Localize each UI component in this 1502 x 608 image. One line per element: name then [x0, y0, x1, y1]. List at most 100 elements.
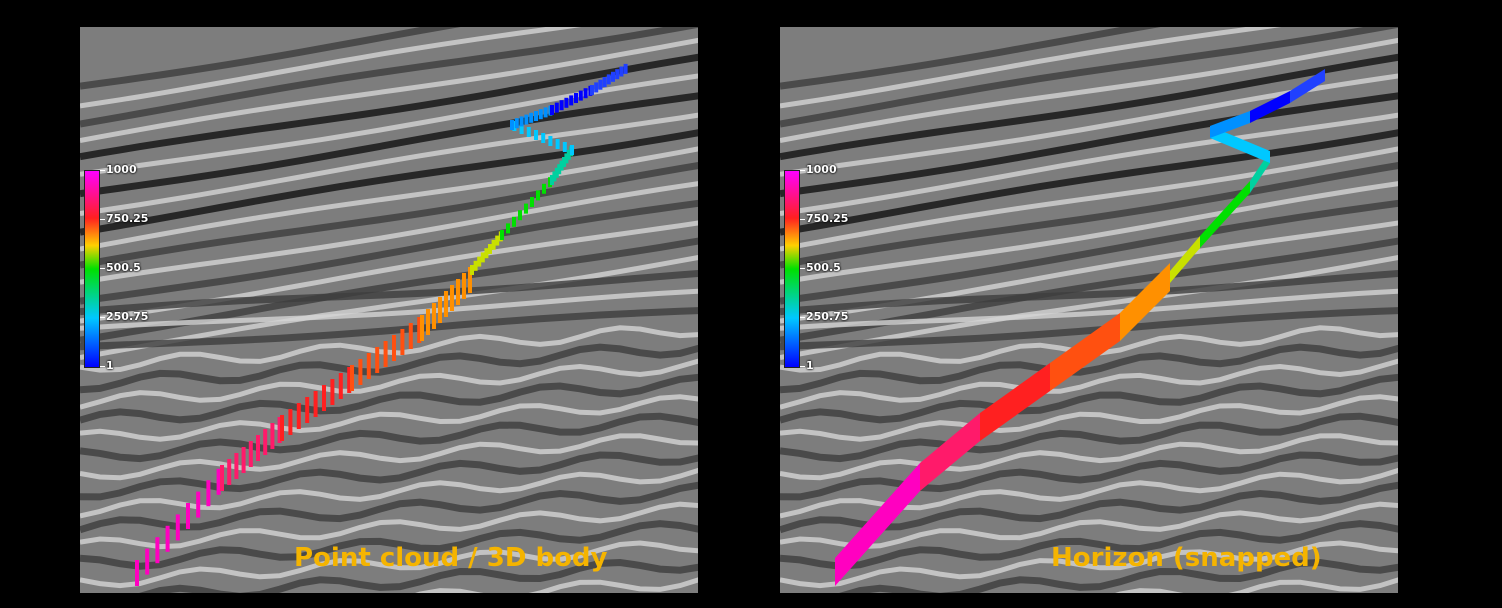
point-cloud-sample [552, 171, 557, 182]
point-cloud-sample [524, 114, 529, 125]
point-cloud-sample [534, 111, 538, 121]
point-cloud-sample [500, 230, 504, 240]
point-cloud-sample [400, 329, 405, 355]
point-cloud-sample [450, 285, 454, 311]
point-cloud-sample [495, 235, 500, 246]
point-cloud-sample [277, 417, 282, 443]
point-cloud-sample [611, 71, 615, 82]
point-cloud-sample [186, 503, 190, 529]
horizon-segment [980, 363, 1050, 441]
point-cloud-sample [375, 347, 380, 373]
point-cloud-sample [155, 537, 160, 564]
point-cloud-sample [550, 105, 554, 115]
seismic-section-right [780, 27, 1398, 593]
point-cloud-sample [488, 244, 492, 254]
horizon-segment [1250, 91, 1290, 123]
point-cloud-sample [606, 74, 611, 85]
horizon-segment [1210, 111, 1250, 138]
point-cloud-sample [468, 267, 472, 293]
scale-tick-250: 250.75 [100, 311, 148, 323]
point-cloud-sample [569, 95, 574, 106]
point-cloud-sample [524, 203, 528, 214]
point-cloud-sample [554, 102, 559, 113]
color-scale-bar [784, 170, 800, 368]
point-cloud-sample [526, 127, 531, 137]
point-cloud-sample [506, 223, 510, 234]
scale-tick-1: 1 [800, 360, 814, 372]
horizon-segment [920, 413, 980, 491]
horizon-segment [1120, 263, 1170, 341]
panel-caption-right: Horizon (snapped) [1051, 543, 1322, 573]
point-cloud-sample [216, 468, 221, 495]
horizon-segment [1250, 151, 1270, 193]
point-cloud-sample [234, 453, 239, 479]
point-cloud-sample [570, 145, 574, 155]
point-cloud-sample [313, 391, 318, 417]
point-cloud-sample [305, 397, 310, 423]
point-cloud-sample [473, 260, 478, 271]
point-cloud-sample [347, 367, 352, 393]
point-cloud-sample [135, 560, 139, 586]
point-cloud-sample [564, 97, 569, 108]
horizon-segment [1050, 313, 1120, 391]
point-cloud-sample [562, 157, 566, 167]
point-cloud-sample [578, 90, 583, 101]
snapped-horizon-surface [835, 69, 1325, 586]
horizon-segment [1210, 126, 1270, 163]
point-cloud-sample [288, 409, 293, 435]
point-cloud-sample [322, 385, 326, 411]
point-cloud-sample [559, 160, 564, 171]
point-cloud-sample [583, 88, 588, 99]
point-cloud-sample [559, 100, 564, 111]
point-cloud-sample [432, 303, 436, 329]
scale-tick-750: 750.25 [100, 213, 148, 225]
scale-tick-500: 500.5 [800, 262, 841, 274]
horizon-segment [1170, 236, 1200, 283]
point-cloud-sample [165, 525, 170, 552]
point-cloud-sample [438, 297, 442, 323]
point-cloud-sample [330, 379, 335, 405]
scale-tick-1000: 1000 [100, 164, 137, 176]
point-cloud-sample [566, 149, 571, 160]
point-cloud-sample [145, 548, 150, 575]
point-cloud-sample [534, 130, 538, 140]
point-cloud-sample [514, 118, 519, 129]
point-cloud-sample [417, 317, 422, 343]
point-cloud-sample [602, 77, 607, 88]
point-cloud-sample [350, 365, 354, 391]
point-cloud-sample [480, 252, 485, 263]
point-cloud-panel: 1000 750.25 500.5 250.75 1 Point cloud /… [80, 27, 698, 593]
point-cloud-sample [542, 183, 546, 194]
point-cloud-sample [241, 447, 246, 473]
horizon-segment [835, 463, 920, 586]
point-cloud-sample [541, 133, 546, 143]
point-cloud-sample [383, 341, 388, 367]
scale-tick-750: 750.25 [800, 213, 848, 225]
point-cloud-sample [555, 139, 560, 149]
seismic-section-left [80, 27, 698, 593]
scale-tick-500: 500.5 [100, 262, 141, 274]
point-cloud-sample [562, 142, 567, 152]
point-cloud-sample [280, 415, 284, 441]
panel-caption-left: Point cloud / 3D body [294, 543, 608, 573]
point-cloud-sample [623, 63, 628, 74]
point-cloud-sample [536, 190, 540, 201]
point-cloud-sample [590, 85, 594, 95]
point-cloud-sample [270, 423, 275, 449]
horizon-segment [1290, 69, 1325, 103]
point-cloud-sample [491, 239, 496, 250]
point-cloud-sample [426, 309, 430, 335]
point-cloud-sample [420, 315, 424, 341]
point-cloud-sample [477, 256, 482, 267]
point-cloud-sample [456, 279, 460, 305]
point-cloud-sample [206, 480, 211, 507]
point-cloud-sample [510, 120, 514, 130]
point-cloud-sample [619, 66, 624, 77]
point-cloud-sample [175, 514, 180, 541]
point-cloud-sample [598, 79, 603, 90]
point-cloud-sample [470, 265, 474, 275]
point-cloud-sample [615, 69, 620, 80]
point-cloud-sample [548, 136, 553, 146]
point-cloud-sample [550, 175, 554, 185]
point-cloud-sample [538, 109, 543, 120]
